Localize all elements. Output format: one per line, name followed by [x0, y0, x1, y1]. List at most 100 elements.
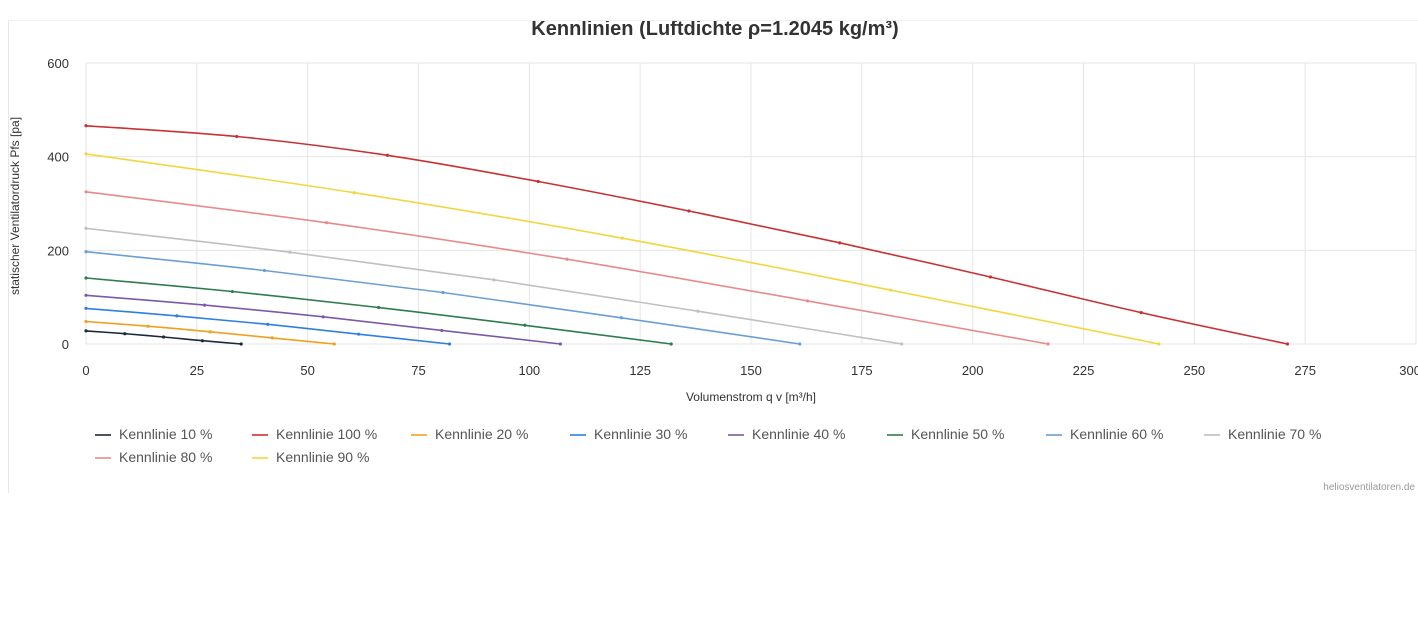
chart-card: Kennlinien (Luftdichte ρ=1.2045 kg/m³) 0…	[8, 20, 1418, 493]
data-point	[84, 306, 88, 311]
grid	[85, 62, 1417, 345]
legend-label: Kennlinie 40 %	[752, 426, 845, 442]
data-point	[84, 293, 88, 297]
data-point	[321, 315, 325, 319]
data-point	[805, 299, 810, 303]
x-tick-label: 275	[1294, 363, 1316, 378]
series-90-percent	[84, 152, 1161, 346]
x-tick-label: 100	[518, 363, 540, 378]
data-point	[536, 179, 540, 184]
legend-item[interactable]: Kennlinie 100 %	[252, 426, 377, 442]
legend-item[interactable]: Kennlinie 20 %	[411, 426, 528, 442]
legend-item[interactable]: Kennlinie 90 %	[252, 449, 369, 465]
data-point	[84, 250, 88, 254]
x-tick-label: 200	[962, 363, 984, 378]
data-point	[288, 250, 292, 254]
data-point	[84, 152, 88, 156]
data-point	[565, 257, 569, 261]
y-axis-label: statischer Ventilatordruck Pfs [pa]	[9, 117, 22, 295]
series-70-percent	[84, 226, 904, 346]
data-point	[84, 329, 88, 333]
data-point	[262, 268, 267, 273]
legend-item[interactable]: Kennlinie 70 %	[1204, 426, 1321, 442]
legend-label: Kennlinie 50 %	[911, 426, 1004, 442]
legend-item[interactable]: Kennlinie 30 %	[570, 426, 687, 442]
watermark: heliosventilatoren.de	[1323, 482, 1415, 493]
data-point	[385, 153, 390, 157]
x-tick-label: 25	[190, 363, 204, 378]
series-30-percent	[84, 306, 452, 346]
data-point	[357, 332, 361, 336]
series-line	[85, 227, 902, 345]
data-point	[1046, 342, 1050, 346]
data-point	[900, 342, 904, 346]
series-60-percent	[84, 250, 802, 346]
x-tick-label: 225	[1073, 363, 1095, 378]
x-tick-label: 125	[629, 363, 651, 378]
series-10-percent	[84, 329, 243, 346]
legend-label: Kennlinie 20 %	[435, 426, 528, 442]
data-point	[492, 278, 496, 282]
data-point	[230, 289, 234, 294]
series-80-percent	[84, 190, 1050, 346]
legend-item[interactable]: Kennlinie 60 %	[1046, 426, 1163, 442]
data-point	[838, 241, 842, 245]
x-tick-label: 75	[411, 363, 425, 378]
legend-label: Kennlinie 70 %	[1228, 426, 1321, 442]
legend-item[interactable]: Kennlinie 50 %	[887, 426, 1004, 442]
data-point	[161, 335, 166, 339]
x-axis-label: Volumenstrom q v [m³/h]	[686, 390, 816, 404]
data-point	[123, 332, 127, 336]
data-point	[84, 276, 88, 280]
data-point	[798, 342, 802, 346]
x-tick-label: 300	[1399, 363, 1418, 378]
legend-label: Kennlinie 90 %	[276, 449, 369, 465]
data-point	[377, 305, 381, 310]
x-tick-label: 250	[1183, 363, 1205, 378]
data-point	[84, 226, 88, 230]
data-point	[208, 330, 212, 334]
data-point	[1285, 342, 1290, 346]
data-point	[619, 316, 623, 320]
data-point	[441, 290, 445, 295]
data-point	[352, 191, 356, 195]
data-point	[200, 339, 204, 343]
legend-label: Kennlinie 30 %	[594, 426, 687, 442]
data-point	[523, 323, 527, 327]
x-tick-label: 0	[82, 363, 89, 378]
data-point	[447, 342, 452, 346]
series-line	[85, 277, 672, 345]
legend: Kennlinie 10 % Kennlinie 100 % Kennlinie 2…	[95, 426, 1321, 465]
data-point	[84, 124, 88, 128]
legend-label: Kennlinie 60 %	[1070, 426, 1163, 442]
data-point	[175, 314, 179, 318]
data-point	[270, 336, 274, 340]
data-point	[235, 134, 239, 139]
data-point	[84, 190, 88, 194]
data-point	[1139, 311, 1143, 315]
chart-canvas: Kennlinien (Luftdichte ρ=1.2045 kg/m³) 0…	[9, 21, 1418, 493]
data-point	[669, 342, 673, 346]
data-point	[696, 309, 700, 313]
plot-area	[84, 124, 1290, 346]
data-point	[1157, 342, 1161, 346]
data-point	[440, 328, 444, 333]
series-line	[85, 153, 1160, 345]
legend-label: Kennlinie 10 %	[119, 426, 212, 442]
legend-item[interactable]: Kennlinie 80 %	[95, 449, 212, 465]
series-100-percent	[84, 124, 1290, 346]
y-tick-label: 0	[62, 337, 69, 352]
data-point	[332, 342, 336, 346]
x-tick-label: 150	[740, 363, 762, 378]
legend-item[interactable]: Kennlinie 40 %	[728, 426, 845, 442]
data-point	[239, 342, 243, 346]
data-point	[687, 209, 691, 213]
data-point	[202, 303, 207, 307]
data-point	[324, 221, 329, 225]
legend-item[interactable]: Kennlinie 10 %	[95, 426, 212, 442]
data-point	[558, 342, 562, 346]
x-tick-label: 175	[851, 363, 873, 378]
series-20-percent	[84, 319, 336, 346]
x-tick-label: 50	[300, 363, 314, 378]
data-point	[620, 236, 625, 240]
